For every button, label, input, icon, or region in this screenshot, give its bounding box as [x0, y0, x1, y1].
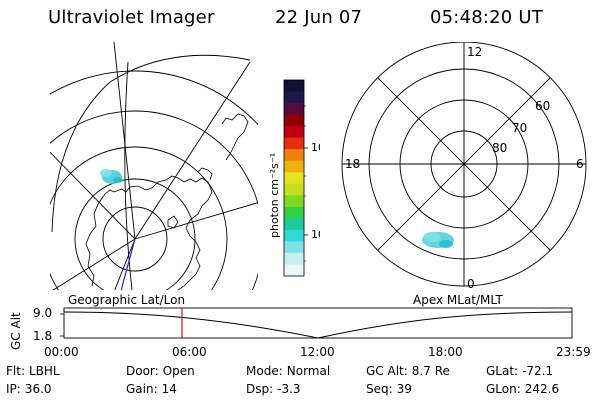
altitude-frame	[63, 307, 573, 339]
colorbar: 100 10 photon cm⁻²s⁻¹	[262, 76, 332, 282]
lon-line	[134, 61, 251, 240]
lat-circle	[50, 70, 258, 126]
lon-line	[50, 151, 136, 240]
left-map-caption: Geographic Lat/Lon	[68, 293, 186, 307]
colorbar-band	[284, 91, 304, 104]
colorbar-band	[284, 229, 304, 242]
lat-circle	[50, 146, 228, 290]
colorbar-band	[284, 149, 304, 162]
mlt-label-6: 6	[576, 157, 584, 171]
info-glon: GLon: 242.6	[486, 382, 560, 396]
info-door: Door: Open	[126, 364, 195, 378]
altitude-timeline: GC Alt 9.0 1.8 00:00 06:00 12:00 18:00 2…	[9, 306, 591, 359]
time-tick: 23:59	[556, 345, 591, 359]
colorbar-band	[284, 218, 304, 231]
colorbar-band	[284, 172, 304, 185]
lon-line	[114, 238, 136, 290]
coastline	[221, 113, 249, 161]
colorbar-band	[284, 183, 304, 196]
colorbar-label: photon cm⁻²s⁻¹	[268, 153, 281, 238]
mlt-label-0: 0	[467, 277, 475, 290]
terminator-curve	[124, 61, 133, 290]
observation-time: 05:48:20 UT	[430, 7, 543, 28]
coastline	[167, 215, 179, 229]
time-tick: 18:00	[428, 345, 463, 359]
colorbar-tick-label: 100	[311, 141, 320, 154]
earth-limb	[51, 54, 251, 233]
info-gain: Gain: 14	[126, 382, 177, 396]
colorbar-band	[284, 160, 304, 173]
coastline	[197, 167, 213, 181]
info-dsp: Dsp: -3.3	[246, 382, 301, 396]
mlat-label-60: 60	[535, 99, 550, 113]
colorbar-band	[284, 195, 304, 208]
colorbar-band	[284, 137, 304, 150]
altitude-ytick: 9.0	[33, 306, 52, 320]
colorbar-band	[284, 252, 304, 265]
lat-circle	[50, 110, 258, 290]
mlat-label-80: 80	[492, 141, 507, 155]
colorbar-scale: 100 10 photon cm⁻²s⁻¹	[268, 79, 332, 277]
altitude-ytick: 1.8	[33, 329, 52, 343]
instrument-title: Ultraviolet Imager	[48, 7, 215, 28]
info-flt: Flt: LBHL	[6, 364, 60, 378]
info-ip: IP: 36.0	[6, 382, 52, 396]
colorbar-band	[284, 126, 304, 139]
time-tick: 00:00	[44, 345, 79, 359]
observation-date: 22 Jun 07	[275, 7, 363, 28]
info-glat: GLat: -72.1	[486, 364, 554, 378]
colorbar-band	[284, 264, 304, 277]
lon-line	[134, 202, 258, 240]
altitude-ylabel: GC Alt	[9, 312, 23, 350]
coastline	[104, 175, 213, 290]
lat-circle	[74, 178, 196, 290]
aurora-emission	[422, 190, 454, 248]
mlat-label-70: 70	[512, 121, 527, 135]
geographic-map	[50, 42, 258, 290]
colorbar-band	[284, 103, 304, 116]
info-seq: Seq: 39	[366, 382, 412, 396]
colorbar-tick-label: 10	[311, 228, 320, 241]
colorbar-band	[284, 206, 304, 219]
mlt-label-18: 18	[345, 157, 360, 171]
colorbar-band	[284, 80, 304, 93]
lon-line	[52, 238, 136, 290]
aurora-emission	[100, 169, 193, 274]
info-gc-alt: GC Alt: 8.7 Re	[366, 364, 450, 378]
apex-polar-plot: 12 18 6 0 60 70 80	[341, 42, 587, 290]
time-tick: 06:00	[172, 345, 207, 359]
time-tick: 12:00	[300, 345, 335, 359]
info-mode: Mode: Normal	[246, 364, 331, 378]
coastline	[85, 193, 106, 287]
colorbar-band	[284, 114, 304, 127]
altitude-curve	[63, 311, 573, 339]
colorbar-band	[284, 241, 304, 254]
ground-track	[120, 238, 136, 290]
lat-circle	[102, 206, 168, 272]
right-polar-caption: Apex MLat/MLT	[413, 293, 503, 307]
mlt-line	[377, 77, 551, 251]
mlt-label-12: 12	[467, 45, 482, 59]
